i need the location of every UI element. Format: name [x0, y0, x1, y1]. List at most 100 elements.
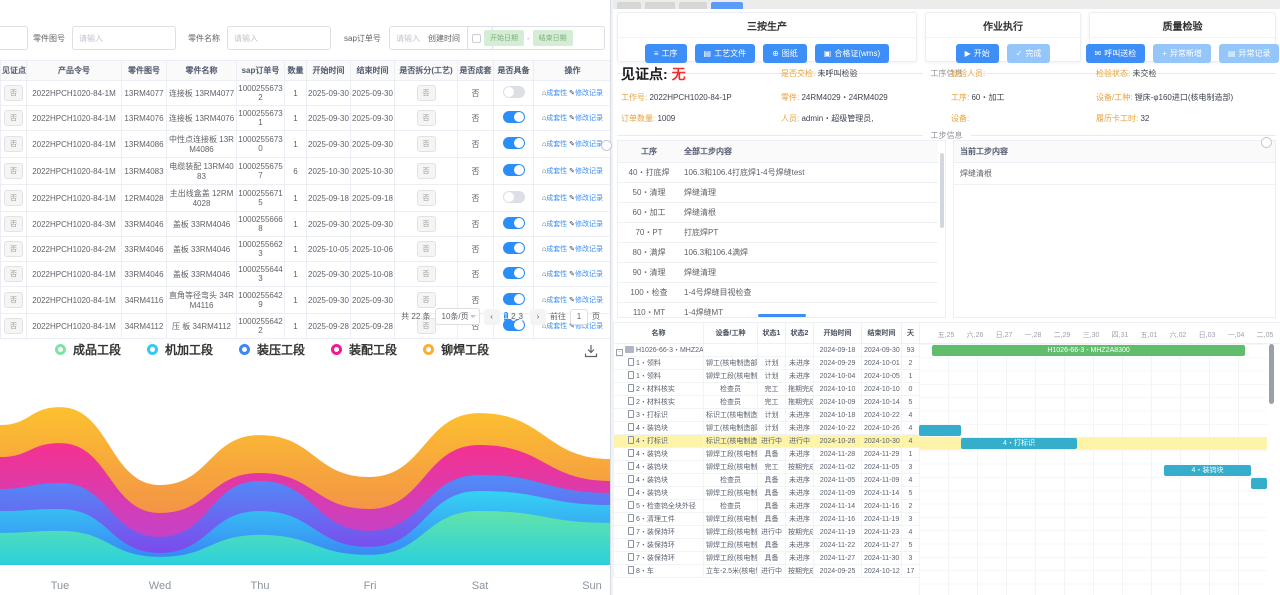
- gantt-task-row[interactable]: 4・装钨块 铆工(核电制造部) 计划 未进序 2024-10-22 2024-10-26 4: [613, 421, 920, 435]
- edit-record-link[interactable]: ✎修改记录: [569, 141, 604, 148]
- edit-record-link[interactable]: ✎修改记录: [569, 115, 604, 122]
- ready-toggle[interactable]: [502, 137, 525, 149]
- gantt-task-row[interactable]: 1・领料 铆工(核电制造部) 计划 未进序 2024-09-29 2024-10-01 2: [613, 356, 920, 370]
- gantt-task-row[interactable]: 4・装钨块铆焊工段(核电制造部)具备未进序2024-11-282024-11-2…: [613, 447, 920, 461]
- 异常记录-button[interactable]: ▤ 异常记录: [1218, 44, 1280, 63]
- edit-record-link[interactable]: ✎修改记录: [569, 323, 604, 330]
- gantt-task-row[interactable]: 2・材料核实 检查员 完工 拖期完成 2024-10-09 2024-10-14 5: [613, 395, 920, 409]
- download-icon[interactable]: [584, 344, 598, 358]
- edit-record-link[interactable]: ✎修改记录: [569, 168, 604, 175]
- split-no-button[interactable]: 否: [416, 292, 436, 308]
- split-no-button[interactable]: 否: [416, 136, 436, 152]
- edit-record-link[interactable]: ✎修改记录: [569, 195, 604, 202]
- 呼叫送检-button[interactable]: ✉ 呼叫送检: [1085, 44, 1146, 63]
- step-row[interactable]: 90・清理 焊缝清理: [618, 262, 938, 283]
- steps-scrollbar[interactable]: [940, 153, 944, 228]
- completeness-link[interactable]: ⌂成套性: [541, 221, 570, 228]
- witness-no-button[interactable]: 否: [4, 190, 23, 206]
- ready-toggle[interactable]: [502, 164, 525, 176]
- gantt-bar[interactable]: [1251, 478, 1267, 489]
- ready-toggle[interactable]: [502, 267, 525, 279]
- splitter-handle-right[interactable]: [1261, 137, 1272, 148]
- split-no-button[interactable]: 否: [416, 318, 436, 334]
- table-row[interactable]: 否 2022HPCH1020-84-3M 33RM4046 盖板 33RM4046 10…: [0, 211, 610, 237]
- witness-no-button[interactable]: 否: [4, 163, 23, 179]
- split-no-button[interactable]: 否: [416, 110, 436, 126]
- 工艺文件-button[interactable]: ▤ 工艺文件: [694, 44, 756, 63]
- ready-toggle[interactable]: [502, 319, 525, 331]
- completeness-link[interactable]: ⌂成套性: [541, 323, 570, 330]
- witness-no-button[interactable]: 否: [4, 85, 23, 101]
- edit-record-link[interactable]: ✎修改记录: [569, 297, 604, 304]
- 工序-button[interactable]: ≡ 工序: [644, 44, 687, 63]
- 开始-button[interactable]: ▶ 开始: [955, 44, 999, 63]
- ready-toggle[interactable]: [502, 217, 525, 229]
- gantt-task-row[interactable]: 4・打标识标识工(核电制造部)进行中进行中2024-10-262024-10-3…: [613, 434, 920, 448]
- gantt-task-row[interactable]: 5・检查钨全块外径 检查员 具备 未进序 2024-11-14 2024-11-16 2: [613, 499, 920, 513]
- page-button-1[interactable]: 1: [503, 311, 509, 321]
- date-end[interactable]: 结束日期: [532, 30, 573, 46]
- page-size-select[interactable]: 10条/页: [434, 308, 480, 325]
- date-range-picker[interactable]: 开始日期 - 结束日期: [467, 26, 605, 50]
- table-row[interactable]: 否 2022HPCH1020-84-1M 34RM4112 压 板 34RM4112 1…: [0, 313, 610, 339]
- collapse-icon[interactable]: −: [616, 348, 623, 356]
- split-no-button[interactable]: 否: [416, 163, 436, 179]
- gantt-task-row[interactable]: 7・装保持环铆焊工段(核电制造部)具备未进序2024-11-272024-11-…: [613, 551, 920, 565]
- 异常新增-button[interactable]: + 异常新增: [1153, 44, 1211, 63]
- legend-item[interactable]: 装配工段: [331, 341, 397, 358]
- step-row[interactable]: 40・打底焊 106.3和106.4打底焊1-4号焊缝test: [618, 162, 938, 183]
- step-row[interactable]: 100・检查 1-4号焊缝目视检查: [618, 282, 938, 303]
- tab-segment[interactable]: [617, 2, 641, 9]
- table-row[interactable]: 否 2022HPCH1020-84-2M 33RM4046 盖板 33RM4046 10…: [0, 236, 610, 262]
- tab-segment[interactable]: [645, 2, 675, 9]
- gantt-task-row[interactable]: 7・装保持环铆焊工段(核电制造部)具备未进序2024-11-222024-11-…: [613, 538, 920, 552]
- gantt-bar[interactable]: 4・打标识: [961, 438, 1077, 450]
- edit-record-link[interactable]: ✎修改记录: [569, 271, 604, 278]
- ready-toggle[interactable]: [502, 242, 525, 254]
- ready-toggle[interactable]: [502, 293, 525, 305]
- witness-no-button[interactable]: 否: [4, 266, 23, 282]
- tab-segment[interactable]: [679, 2, 707, 9]
- goto-page-input[interactable]: [570, 308, 588, 325]
- ready-toggle[interactable]: [502, 191, 525, 203]
- edit-record-link[interactable]: ✎修改记录: [569, 90, 604, 97]
- completeness-link[interactable]: ⌂成套性: [541, 246, 570, 253]
- date-start[interactable]: 开始日期: [484, 30, 524, 46]
- witness-no-button[interactable]: 否: [4, 136, 23, 152]
- tab-segment-active[interactable]: [711, 2, 743, 9]
- page-button-3[interactable]: 3: [518, 311, 523, 321]
- part-no-input[interactable]: [72, 26, 176, 50]
- gantt-scrollbar[interactable]: [1269, 344, 1274, 404]
- gantt-task-row[interactable]: −H1026-66-3・MHZ2A8300 2024-09-182024-09-3…: [613, 343, 920, 357]
- step-row[interactable]: 110・MT 1-4焊缝MT: [618, 302, 938, 317]
- prev-page-button[interactable]: ‹: [483, 308, 500, 325]
- ready-toggle[interactable]: [502, 86, 525, 98]
- legend-item[interactable]: 机加工段: [147, 341, 213, 358]
- clipped-filter-input[interactable]: [0, 26, 28, 50]
- part-name-input[interactable]: [227, 26, 331, 50]
- legend-item[interactable]: 成品工段: [55, 341, 121, 358]
- gantt-bar[interactable]: 4・装钨块: [1164, 464, 1251, 476]
- 合格证(wms)-button[interactable]: ▣ 合格证(wms): [814, 44, 890, 63]
- gantt-task-row[interactable]: 2・材料核实 检查员 完工 拖期完成 2024-10-10 2024-10-10 0: [613, 382, 920, 396]
- legend-item[interactable]: 装压工段: [239, 341, 305, 358]
- date-checkbox[interactable]: [472, 33, 481, 43]
- completeness-link[interactable]: ⌂成套性: [541, 168, 570, 175]
- gantt-bar[interactable]: [919, 424, 961, 436]
- split-no-button[interactable]: 否: [416, 85, 436, 101]
- completeness-link[interactable]: ⌂成套性: [541, 90, 570, 97]
- gantt-bar[interactable]: H1026-66-3 - MHZ2A8300: [932, 345, 1246, 356]
- table-row[interactable]: 否 2022HPCH1020-84-1M 13RM4077 连接板 13RM4077 1…: [0, 80, 610, 106]
- 完成-button[interactable]: ✓ 完成: [1006, 44, 1051, 63]
- gantt-task-row[interactable]: 1・领料铆焊工段(核电制造部)计划未进序2024-10-042024-10-05…: [613, 369, 920, 383]
- page-button-2[interactable]: 2: [511, 311, 516, 321]
- edit-record-link[interactable]: ✎修改记录: [569, 221, 604, 228]
- 图纸-button[interactable]: ⊕ 图纸: [763, 44, 807, 63]
- step-row[interactable]: 50・清理 焊缝清理: [618, 182, 938, 203]
- split-no-button[interactable]: 否: [416, 241, 436, 257]
- gantt-task-row[interactable]: 8・车立车-2.5米(核电制造部)进行中按期完成2024-09-252024-1…: [613, 564, 920, 578]
- split-no-button[interactable]: 否: [416, 190, 436, 206]
- gantt-task-row[interactable]: 7・装保持环铆焊工段(核电制造部)进行中按期完成2024-11-192024-1…: [613, 525, 920, 539]
- step-row[interactable]: 80・满焊 106.3和106.4满焊: [618, 242, 938, 263]
- legend-item[interactable]: 铆焊工段: [423, 341, 489, 358]
